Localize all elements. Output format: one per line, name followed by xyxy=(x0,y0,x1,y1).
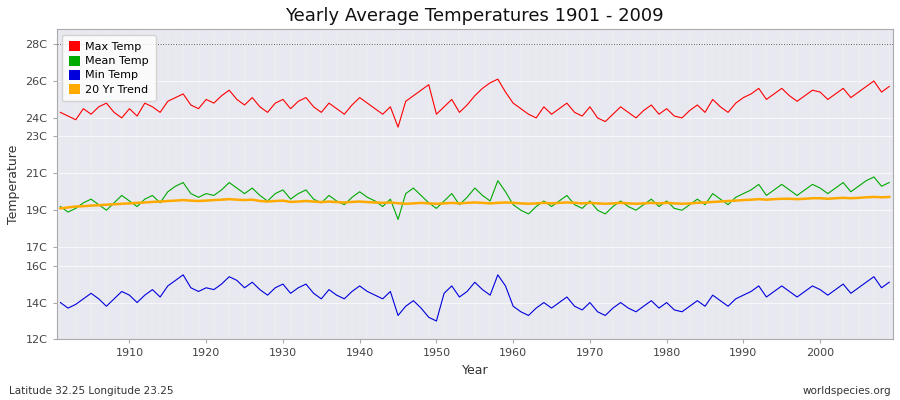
Text: Latitude 32.25 Longitude 23.25: Latitude 32.25 Longitude 23.25 xyxy=(9,386,174,396)
Y-axis label: Temperature: Temperature xyxy=(7,145,20,224)
Text: worldspecies.org: worldspecies.org xyxy=(803,386,891,396)
Title: Yearly Average Temperatures 1901 - 2009: Yearly Average Temperatures 1901 - 2009 xyxy=(285,7,664,25)
Legend: Max Temp, Mean Temp, Min Temp, 20 Yr Trend: Max Temp, Mean Temp, Min Temp, 20 Yr Tre… xyxy=(62,35,156,101)
X-axis label: Year: Year xyxy=(462,364,488,377)
